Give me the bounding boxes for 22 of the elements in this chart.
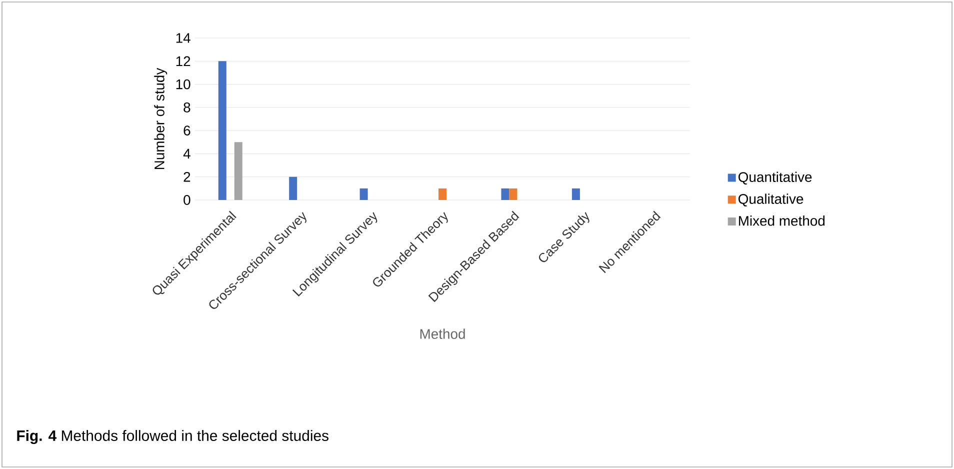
text: Fig. 4 Methods followed in the selected studies	[17, 430, 328, 444]
y-tick-label: 8	[184, 102, 190, 112]
y-axis-title: Number of study	[154, 68, 168, 170]
bar	[438, 188, 447, 200]
x-axis-title: Method	[420, 328, 465, 339]
bar	[572, 188, 580, 200]
y-tick-label: 0	[184, 195, 190, 205]
y-tick-label: 12	[176, 56, 190, 66]
y-tick-label: 14	[176, 33, 190, 43]
bar	[360, 188, 368, 200]
legend-label: Quantitative	[738, 172, 812, 185]
bar	[501, 188, 510, 200]
bar	[509, 188, 518, 200]
bar	[289, 176, 298, 200]
legend-label: Mixed method	[738, 216, 825, 226]
bar	[218, 61, 226, 200]
legend-label: Qualitative	[738, 194, 804, 206]
y-tick-label: 4	[183, 148, 190, 159]
y-tick-label: 10	[176, 79, 190, 90]
bar	[234, 142, 242, 200]
y-tick-label: 6	[184, 126, 190, 136]
y-tick-label: 2	[184, 172, 190, 182]
